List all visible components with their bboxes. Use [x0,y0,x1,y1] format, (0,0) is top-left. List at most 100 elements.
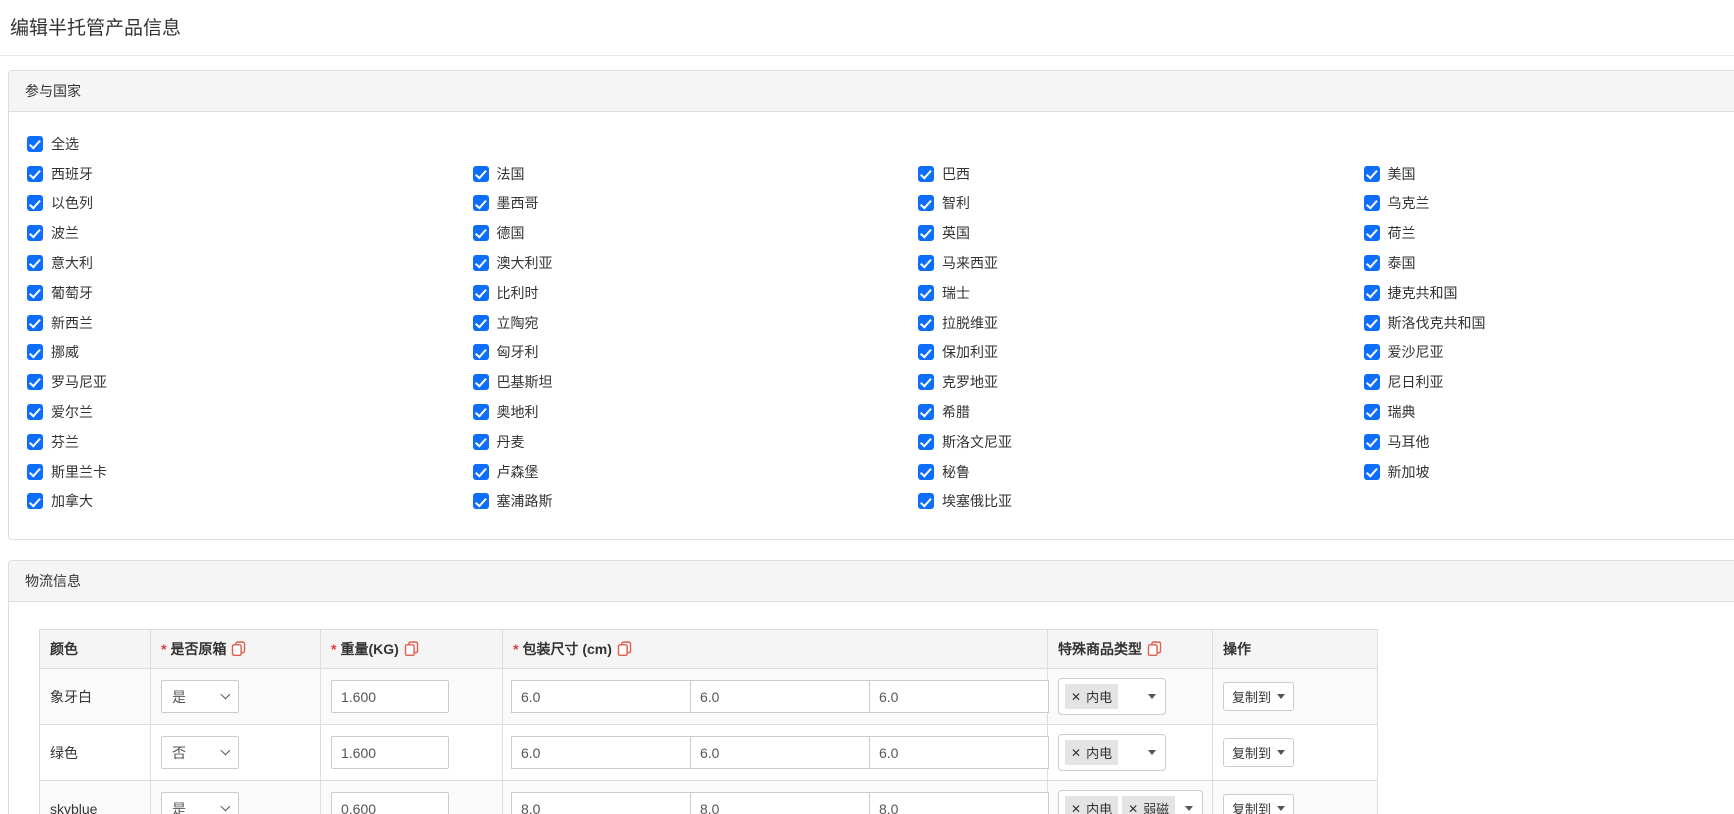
package-dim-input-3[interactable] [869,736,1049,770]
original-box-select[interactable]: 否 [161,736,239,770]
package-dim-input-1[interactable] [511,736,691,770]
checked-checkbox-icon[interactable] [1363,433,1380,450]
country-checkbox-item[interactable]: 挪威 [27,338,473,368]
country-checkbox-item[interactable]: 瑞士 [918,278,1364,308]
country-checkbox-item[interactable]: 新西兰 [27,308,473,338]
country-checkbox-item[interactable]: 瑞典 [1363,397,1734,427]
checked-checkbox-icon[interactable] [472,225,489,242]
checked-checkbox-icon[interactable] [1363,255,1380,272]
remove-tag-icon[interactable]: ✕ [1071,689,1082,704]
checked-checkbox-icon[interactable] [918,463,934,480]
country-checkbox-item[interactable]: 泰国 [1363,248,1734,278]
country-checkbox-item[interactable]: 奥地利 [472,397,919,427]
package-dim-input-2[interactable] [690,736,870,770]
country-checkbox-item[interactable]: 爱沙尼亚 [1363,338,1734,368]
checked-checkbox-icon[interactable] [27,374,43,391]
checked-checkbox-icon[interactable] [472,255,489,272]
country-checkbox-item[interactable]: 斯里兰卡 [27,457,473,487]
package-dim-input-2[interactable] [690,680,870,714]
checked-checkbox-icon[interactable] [27,165,43,182]
country-checkbox-item[interactable]: 乌克兰 [1363,189,1734,219]
checked-checkbox-icon[interactable] [472,195,489,212]
package-dim-input-2[interactable] [690,792,870,814]
country-checkbox-item[interactable]: 意大利 [27,248,473,278]
country-checkbox-item[interactable]: 拉脱维亚 [918,308,1364,338]
country-checkbox-item[interactable]: 斯洛文尼亚 [918,427,1364,457]
checked-checkbox-icon[interactable] [918,195,934,212]
package-dim-input-3[interactable] [869,680,1049,714]
country-checkbox-item[interactable]: 葡萄牙 [27,278,473,308]
checked-checkbox-icon[interactable] [918,255,934,272]
weight-input[interactable] [331,736,449,770]
checked-checkbox-icon[interactable] [472,463,489,480]
country-checkbox-item[interactable]: 斯洛伐克共和国 [1363,308,1734,338]
checked-checkbox-icon[interactable] [1363,374,1380,391]
checked-checkbox-icon[interactable] [918,493,934,510]
checked-checkbox-icon[interactable] [27,493,43,510]
country-checkbox-item[interactable]: 荷兰 [1363,218,1734,248]
country-checkbox-item[interactable]: 塞浦路斯 [472,487,919,517]
special-type-multiselect[interactable]: ✕ 内电 [1058,678,1166,716]
country-checkbox-item[interactable]: 英国 [918,218,1364,248]
country-checkbox-item[interactable]: 尼日利亚 [1363,367,1734,397]
checked-checkbox-icon[interactable] [27,255,43,272]
country-checkbox-item[interactable]: 丹麦 [472,427,919,457]
checked-checkbox-icon[interactable] [1363,314,1380,331]
country-checkbox-item[interactable]: 立陶宛 [472,308,919,338]
country-checkbox-item[interactable]: 罗马尼亚 [27,367,473,397]
checked-checkbox-icon[interactable] [27,314,43,331]
country-checkbox-item[interactable]: 巴西 [918,159,1364,189]
copy-column-icon[interactable] [1147,641,1162,657]
original-box-select[interactable]: 是 [161,680,239,714]
original-box-select[interactable]: 是 [161,792,239,814]
country-checkbox-item[interactable]: 捷克共和国 [1363,278,1734,308]
country-checkbox-item[interactable]: 新加坡 [1363,457,1734,487]
checked-checkbox-icon[interactable] [918,314,934,331]
country-checkbox-item[interactable]: 巴基斯坦 [472,367,919,397]
checked-checkbox-icon[interactable] [1363,344,1380,361]
package-dim-input-3[interactable] [869,792,1049,814]
special-type-multiselect[interactable]: ✕ 内电 [1058,734,1166,772]
checked-checkbox-icon[interactable] [472,344,489,361]
checked-checkbox-icon[interactable] [27,344,43,361]
country-checkbox-item[interactable]: 德国 [472,218,919,248]
country-checkbox-item[interactable]: 爱尔兰 [27,397,473,427]
country-checkbox-item[interactable]: 克罗地亚 [918,367,1364,397]
copy-to-button[interactable]: 复制到 [1223,682,1295,712]
country-checkbox-item[interactable]: 加拿大 [27,487,473,517]
country-checkbox-item[interactable]: 希腊 [918,397,1364,427]
checked-checkbox-icon[interactable] [918,284,934,301]
country-checkbox-item[interactable]: 智利 [918,189,1364,219]
select-all-checkbox-item[interactable]: 全选 [27,129,1734,159]
checked-checkbox-icon[interactable] [1363,225,1380,242]
checked-checkbox-icon[interactable] [27,463,43,480]
checked-checkbox-icon[interactable] [918,344,934,361]
country-checkbox-item[interactable]: 卢森堡 [472,457,919,487]
checked-checkbox-icon[interactable] [472,493,489,510]
country-checkbox-item[interactable]: 澳大利亚 [472,248,919,278]
copy-to-button[interactable]: 复制到 [1223,738,1295,768]
weight-input[interactable] [331,792,449,814]
country-checkbox-item[interactable]: 美国 [1363,159,1734,189]
remove-tag-icon[interactable]: ✕ [1128,801,1139,814]
country-checkbox-item[interactable]: 法国 [472,159,919,189]
checked-checkbox-icon[interactable] [1363,284,1380,301]
checked-checkbox-icon[interactable] [27,225,43,242]
checked-checkbox-icon[interactable] [27,195,43,212]
checked-checkbox-icon[interactable] [472,374,489,391]
remove-tag-icon[interactable]: ✕ [1071,745,1082,760]
checked-checkbox-icon[interactable] [1363,165,1380,182]
country-checkbox-item[interactable]: 墨西哥 [472,189,919,219]
country-checkbox-item[interactable]: 埃塞俄比亚 [918,487,1364,517]
package-dim-input-1[interactable] [511,680,691,714]
checked-checkbox-icon[interactable] [472,433,489,450]
copy-column-icon[interactable] [617,641,632,657]
checked-checkbox-icon[interactable] [472,314,489,331]
checked-checkbox-icon[interactable] [472,165,489,182]
country-checkbox-item[interactable]: 波兰 [27,218,473,248]
country-checkbox-item[interactable]: 以色列 [27,189,473,219]
checked-checkbox-icon[interactable] [472,404,489,421]
checked-checkbox-icon[interactable] [918,165,934,182]
checked-checkbox-icon[interactable] [27,404,43,421]
checked-checkbox-icon[interactable] [918,374,934,391]
